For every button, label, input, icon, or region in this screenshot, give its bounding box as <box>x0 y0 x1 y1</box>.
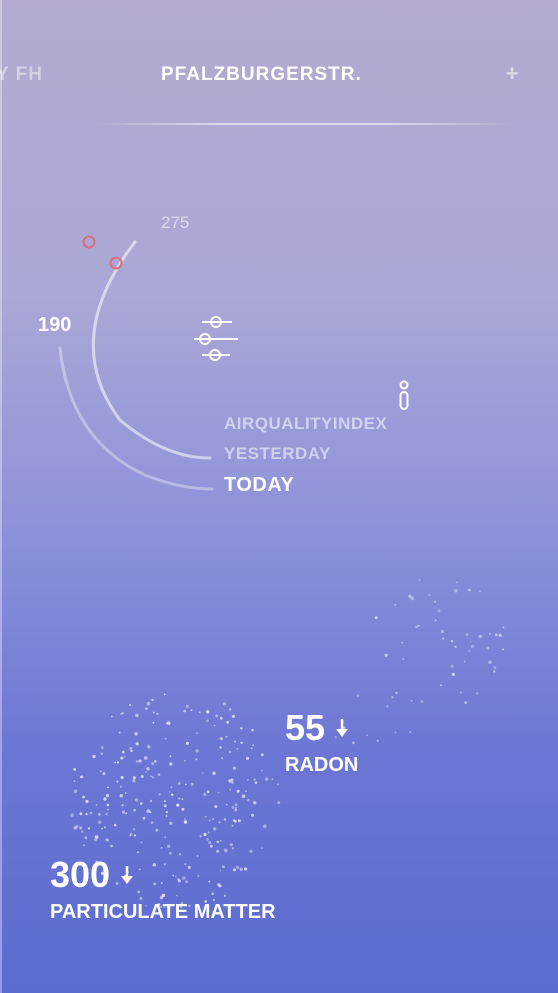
particulate-matter-value: 300 <box>50 854 111 895</box>
today-marker <box>109 256 123 270</box>
scale-label-left: 190 <box>38 314 72 336</box>
left-edge <box>0 0 2 993</box>
info-icon[interactable] <box>396 380 412 412</box>
sliders-icon[interactable] <box>192 312 240 362</box>
radon-label: RADON <box>285 754 359 776</box>
particulate-matter-metric[interactable]: 300 PARTICULATE MATTER <box>50 855 276 924</box>
radon-metric[interactable]: 55 RADON <box>285 708 358 777</box>
legend-today[interactable]: TODAY <box>224 474 295 496</box>
yesterday-arc <box>91 240 212 460</box>
particulate-matter-label: PARTICULATE MATTER <box>50 901 276 923</box>
header-divider <box>90 123 518 125</box>
add-location-button[interactable]: + <box>505 61 519 86</box>
arrow-down-icon <box>121 866 134 884</box>
gauge-legend: AIRQUALITYINDEX YESTERDAY TODAY <box>224 414 387 507</box>
arrow-down-icon <box>336 719 349 737</box>
today-arc <box>58 346 214 491</box>
yesterday-marker <box>82 235 96 249</box>
tab-previous-location[interactable]: Y FH <box>0 64 43 85</box>
location-header: Y FH PFALZBURGERSTR. + <box>0 0 558 130</box>
legend-airqualityindex: AIRQUALITYINDEX <box>224 414 388 433</box>
scale-label-top: 275 <box>161 213 190 232</box>
legend-yesterday[interactable]: YESTERDAY <box>224 444 331 463</box>
radon-value: 55 <box>285 707 326 748</box>
tab-current-location[interactable]: PFALZBURGERSTR. <box>161 64 362 85</box>
